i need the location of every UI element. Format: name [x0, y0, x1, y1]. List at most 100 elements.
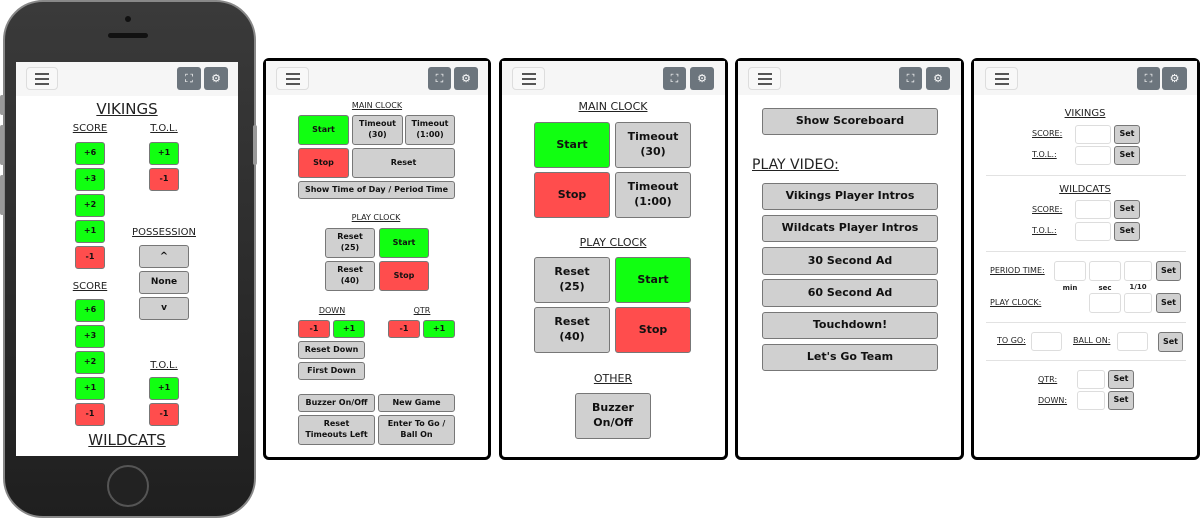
other-label: OTHER: [593, 372, 633, 385]
home-score-input[interactable]: [1075, 125, 1111, 144]
play-clock-reset-25[interactable]: Reset (25): [325, 228, 375, 258]
away-tol-set[interactable]: Set: [1114, 222, 1140, 241]
main-clock-reset[interactable]: Reset: [352, 148, 455, 178]
video-wildcats-intros[interactable]: Wildcats Player Intros: [762, 215, 938, 242]
away-score-set[interactable]: Set: [1114, 200, 1140, 219]
fullscreen-button[interactable]: ⛶: [177, 67, 201, 90]
qtr-plus1[interactable]: +1: [423, 320, 455, 338]
timeout-30-button[interactable]: Timeout (30): [352, 115, 403, 145]
down-input[interactable]: [1077, 391, 1105, 410]
buzzer-button[interactable]: Buzzer On/Off: [575, 393, 651, 439]
ball-on-input[interactable]: [1117, 332, 1148, 351]
main-clock-start[interactable]: Start: [298, 115, 349, 145]
down-minus1[interactable]: -1: [298, 320, 330, 338]
tenth-label: 1/10: [1129, 283, 1147, 291]
phone-home-button[interactable]: [107, 465, 149, 507]
down-set[interactable]: Set: [1108, 391, 1134, 410]
timeout-30-button[interactable]: Timeout (30): [615, 122, 691, 168]
fullscreen-button[interactable]: ⛶: [428, 67, 451, 90]
settings-button[interactable]: ⚙: [1162, 67, 1187, 90]
menu-button[interactable]: [512, 67, 545, 90]
period-min-input[interactable]: [1054, 261, 1086, 281]
play-clock-tenth-input[interactable]: [1124, 293, 1152, 313]
away-score-plus1[interactable]: +1: [75, 377, 105, 400]
possession-down-button[interactable]: v: [139, 297, 189, 320]
settings-button[interactable]: ⚙: [690, 67, 714, 90]
video-touchdown[interactable]: Touchdown!: [762, 312, 938, 339]
to-go-ball-on-set[interactable]: Set: [1158, 332, 1183, 352]
play-clock-stop[interactable]: Stop: [615, 307, 691, 353]
home-tol-set[interactable]: Set: [1114, 146, 1140, 165]
home-score-set[interactable]: Set: [1114, 125, 1140, 144]
timeout-100-button[interactable]: Timeout (1:00): [615, 172, 691, 218]
home-tol-plus1[interactable]: +1: [149, 142, 179, 165]
phone-volume-down: [0, 175, 4, 215]
buzzer-button[interactable]: Buzzer On/Off: [298, 394, 375, 412]
settings-button[interactable]: ⚙: [204, 67, 228, 90]
reset-timeouts-button[interactable]: Reset Timeouts Left: [298, 415, 375, 445]
main-clock-stop[interactable]: Stop: [298, 148, 349, 178]
to-go-input[interactable]: [1031, 332, 1062, 351]
period-time-set[interactable]: Set: [1156, 261, 1181, 281]
home-score-plus1[interactable]: +1: [75, 220, 105, 243]
enter-togo-button[interactable]: Enter To Go / Ball On: [378, 415, 455, 445]
home-score-plus3[interactable]: +3: [75, 168, 105, 191]
play-clock-reset-40[interactable]: Reset (40): [325, 261, 375, 291]
home-tol-minus1[interactable]: -1: [149, 168, 179, 191]
hamburger-icon: [521, 72, 536, 75]
away-tol-input[interactable]: [1075, 222, 1111, 241]
play-clock-reset-40[interactable]: Reset (40): [534, 307, 610, 353]
phone-screen: [16, 62, 238, 456]
away-score-input[interactable]: [1075, 200, 1111, 219]
away-score-plus2[interactable]: +2: [75, 351, 105, 374]
away-score-minus1[interactable]: -1: [75, 403, 105, 426]
home-score-plus2[interactable]: +2: [75, 194, 105, 217]
home-score-plus6[interactable]: +6: [75, 142, 105, 165]
settings-button[interactable]: ⚙: [454, 67, 478, 90]
main-clock-start[interactable]: Start: [534, 122, 610, 168]
play-clock-start[interactable]: Start: [379, 228, 429, 258]
home-team-title: VIKINGS: [1064, 108, 1106, 119]
fullscreen-icon: ⛶: [670, 71, 679, 85]
qtr-minus1[interactable]: -1: [388, 320, 420, 338]
show-time-button[interactable]: Show Time of Day / Period Time: [298, 181, 455, 199]
menu-button[interactable]: [985, 67, 1018, 90]
play-clock-stop[interactable]: Stop: [379, 261, 429, 291]
possession-none-button[interactable]: None: [139, 271, 189, 294]
away-tol-minus1[interactable]: -1: [149, 403, 179, 426]
video-60-second-ad[interactable]: 60 Second Ad: [762, 279, 938, 307]
qtr-set[interactable]: Set: [1108, 370, 1134, 389]
possession-up-button[interactable]: ^: [139, 245, 189, 268]
qtr-input[interactable]: [1077, 370, 1105, 389]
settings-button[interactable]: ⚙: [926, 67, 950, 90]
menu-button[interactable]: [26, 67, 58, 90]
play-clock-set[interactable]: Set: [1156, 293, 1181, 313]
fullscreen-button[interactable]: ⛶: [1137, 67, 1160, 90]
show-scoreboard-button[interactable]: Show Scoreboard: [762, 108, 938, 135]
period-tenth-input[interactable]: [1124, 261, 1152, 281]
video-30-second-ad[interactable]: 30 Second Ad: [762, 247, 938, 275]
home-score-minus1[interactable]: -1: [75, 246, 105, 269]
new-game-button[interactable]: New Game: [378, 394, 455, 412]
video-lets-go-team[interactable]: Let's Go Team: [762, 344, 938, 371]
period-sec-input[interactable]: [1089, 261, 1121, 281]
menu-button[interactable]: [276, 67, 309, 90]
reset-down-button[interactable]: Reset Down: [298, 341, 365, 359]
timeout-100-button[interactable]: Timeout (1:00): [405, 115, 455, 145]
main-clock-stop[interactable]: Stop: [534, 172, 610, 218]
gear-icon: ⚙: [211, 72, 221, 85]
away-tol-plus1[interactable]: +1: [149, 377, 179, 400]
away-score-plus3[interactable]: +3: [75, 325, 105, 348]
fullscreen-button[interactable]: ⛶: [899, 67, 922, 90]
play-clock-reset-25[interactable]: Reset (25): [534, 257, 610, 303]
menu-button[interactable]: [748, 67, 781, 90]
play-clock-sec-input[interactable]: [1089, 293, 1121, 313]
fullscreen-icon: ⛶: [906, 71, 915, 85]
first-down-button[interactable]: First Down: [298, 362, 365, 380]
play-clock-start[interactable]: Start: [615, 257, 691, 303]
down-plus1[interactable]: +1: [333, 320, 365, 338]
video-vikings-intros[interactable]: Vikings Player Intros: [762, 183, 938, 210]
away-score-plus6[interactable]: +6: [75, 299, 105, 322]
home-tol-input[interactable]: [1075, 146, 1111, 165]
fullscreen-button[interactable]: ⛶: [663, 67, 686, 90]
